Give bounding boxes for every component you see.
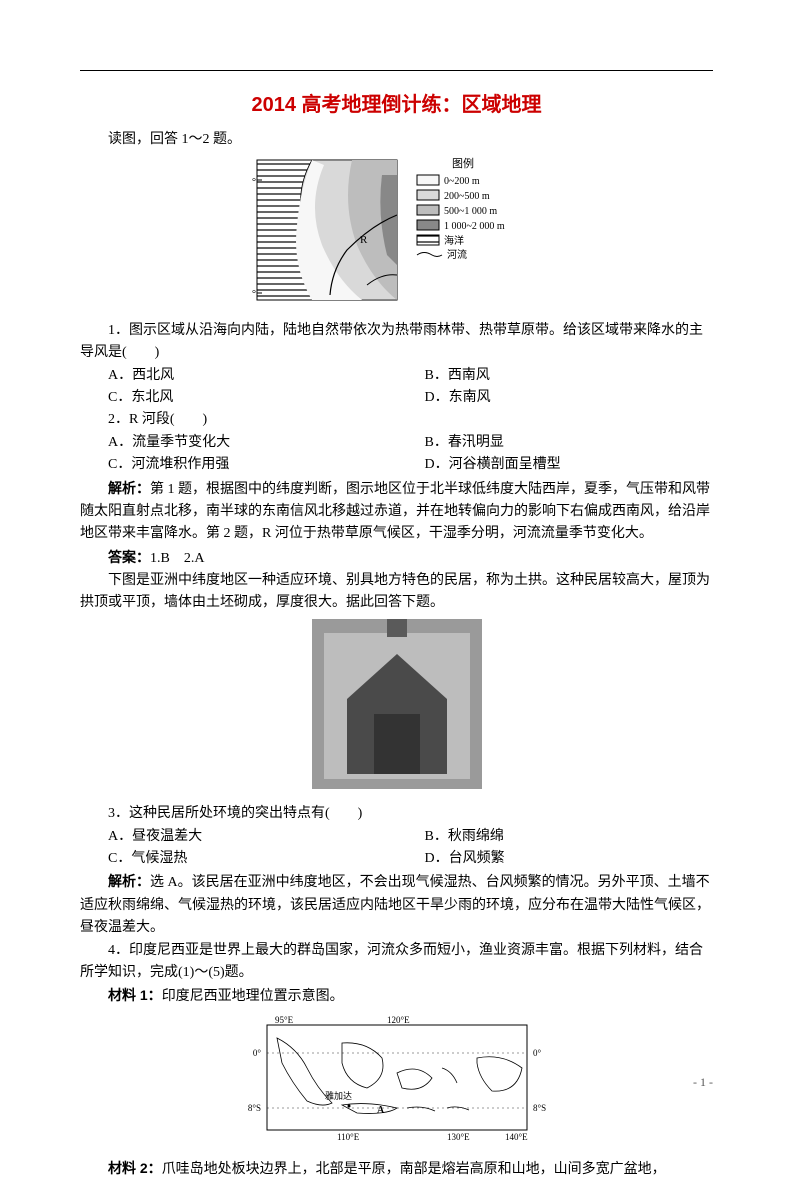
q1-opt-d: D．东南风 — [397, 387, 714, 409]
q1-stem: 1．图示区域从沿海向内陆，陆地自然带依次为热带雨林带、热带草原带。给该区域带来降… — [80, 320, 713, 365]
figure-3: 0° 0° 8°S 8°S 95°E 120°E 110°E 130°E 140… — [80, 1013, 713, 1151]
q2-opt-d: D．河谷横剖面呈槽型 — [397, 454, 714, 476]
page-title: 2014 高考地理倒计练：区域地理 — [80, 89, 713, 121]
analysis-12-label: 解析： — [108, 480, 150, 496]
material-1: 材料 1：印度尼西亚地理位置示意图。 — [80, 984, 713, 1008]
legend-title: 图例 — [452, 156, 474, 170]
legend-4: 1 000~2 000 m — [444, 221, 505, 232]
lat-15: 15° — [252, 177, 256, 188]
material-2-label: 材料 2： — [108, 1160, 162, 1176]
page-number: - 1 - — [693, 1073, 713, 1092]
lon-130: 130°E — [447, 1132, 470, 1142]
q1-opt-a: A．西北风 — [80, 365, 397, 387]
lat-8s-r: 8°S — [533, 1103, 546, 1113]
q1-options: A．西北风 B．西南风 C．东北风 D．东南风 — [80, 365, 713, 410]
figure-1: R 15° 11° 图例 0~200 m 200~500 m 500~1 000… — [80, 155, 713, 313]
q2-opt-b: B．春汛明显 — [397, 432, 714, 454]
house-svg — [312, 619, 482, 789]
answer-12-label: 答案： — [108, 549, 150, 565]
legend-1: 0~200 m — [444, 176, 480, 187]
q2-opt-a: A．流量季节变化大 — [80, 432, 397, 454]
legend-2: 200~500 m — [444, 191, 490, 202]
top-rule — [80, 70, 713, 71]
q2-stem: 2．R 河段( ) — [80, 409, 713, 431]
legend-3: 500~1 000 m — [444, 206, 497, 217]
q3-opt-c: C．气候湿热 — [80, 848, 397, 870]
label-a: A — [377, 1105, 385, 1116]
q1-opt-c: C．东北风 — [80, 387, 397, 409]
legend-5: 海洋 — [444, 234, 464, 247]
lat-11: 11° — [252, 289, 256, 300]
analysis-12-text: 第 1 题，根据图中的纬度判断，图示地区位于北半球低纬度大陆西岸，夏季，气压带和… — [80, 482, 710, 542]
intro-q12: 读图，回答 1～2 题。 — [80, 129, 713, 151]
q4-stem: 4．印度尼西亚是世界上最大的群岛国家，河流众多而短小，渔业资源丰富。根据下列材料… — [80, 940, 713, 985]
map-svg: R 15° 11° 图例 0~200 m 200~500 m 500~1 000… — [252, 155, 542, 305]
q3-stem: 3．这种民居所处环境的突出特点有( ) — [80, 803, 713, 825]
analysis-12: 解析：第 1 题，根据图中的纬度判断，图示地区位于北半球低纬度大陆西岸，夏季，气… — [80, 477, 713, 546]
analysis-3-text: 选 A。该民居在亚洲中纬度地区，不会出现气候湿热、台风频繁的情况。另外平顶、土墙… — [80, 875, 710, 935]
lat-8s-l: 8°S — [247, 1103, 260, 1113]
lat-0-l: 0° — [252, 1048, 261, 1058]
material-2-text: 爪哇岛地处板块边界上，北部是平原，南部是熔岩高原和山地，山间多宽广盆地， — [162, 1162, 666, 1177]
legend-6: 河流 — [447, 248, 467, 261]
q1-opt-b: B．西南风 — [397, 365, 714, 387]
answer-12: 答案：1.B 2.A — [80, 546, 713, 570]
q2-opt-c: C．河流堆积作用强 — [80, 454, 397, 476]
lat-0-r: 0° — [533, 1048, 542, 1058]
q3-opt-b: B．秋雨绵绵 — [397, 826, 714, 848]
material-2: 材料 2：爪哇岛地处板块边界上，北部是平原，南部是熔岩高原和山地，山间多宽广盆地… — [80, 1157, 713, 1181]
label-jakarta: 雅加达 — [325, 1090, 352, 1101]
material-1-text: 印度尼西亚地理位置示意图。 — [162, 989, 344, 1004]
q3-opt-a: A．昼夜温差大 — [80, 826, 397, 848]
label-r: R — [360, 234, 368, 246]
figure-2 — [80, 619, 713, 797]
lon-140: 140°E — [505, 1132, 528, 1142]
q3-opt-d: D．台风频繁 — [397, 848, 714, 870]
analysis-3-label: 解析： — [108, 873, 150, 889]
intro-q3: 下图是亚洲中纬度地区一种适应环境、别具地方特色的民居，称为土拱。这种民居较高大，… — [80, 570, 713, 615]
material-1-label: 材料 1： — [108, 987, 162, 1003]
indonesia-svg: 0° 0° 8°S 8°S 95°E 120°E 110°E 130°E 140… — [247, 1013, 547, 1143]
lon-95: 95°E — [275, 1015, 294, 1025]
lon-110: 110°E — [337, 1132, 360, 1142]
q2-options: A．流量季节变化大 B．春汛明显 C．河流堆积作用强 D．河谷横剖面呈槽型 — [80, 432, 713, 477]
lon-120: 120°E — [387, 1015, 410, 1025]
answer-12-text: 1.B 2.A — [150, 551, 204, 566]
q3-options: A．昼夜温差大 B．秋雨绵绵 C．气候湿热 D．台风频繁 — [80, 826, 713, 871]
analysis-3: 解析：选 A。该民居在亚洲中纬度地区，不会出现气候湿热、台风频繁的情况。另外平顶… — [80, 870, 713, 939]
